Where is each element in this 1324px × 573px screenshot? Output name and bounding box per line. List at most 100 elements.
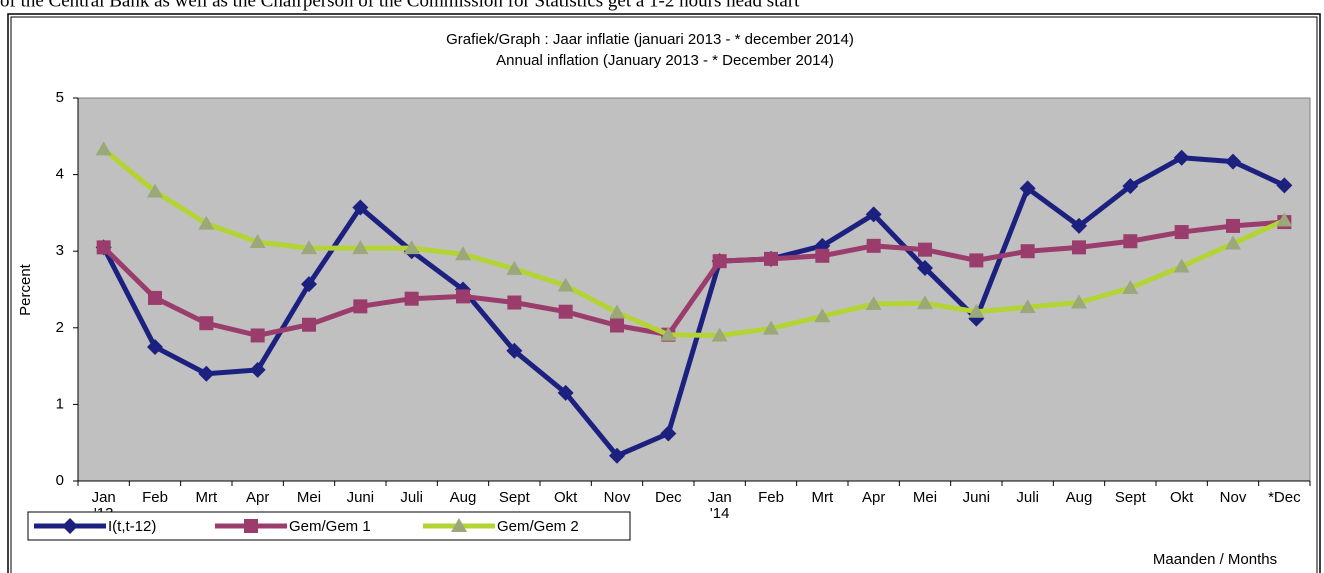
- x-tick-label: Apr: [246, 489, 269, 506]
- data-point: [917, 260, 933, 277]
- x-tick-label: Mei: [913, 489, 937, 506]
- x-tick-label: Juni: [347, 489, 375, 506]
- data-point: [456, 289, 470, 304]
- series-line: [101, 155, 1286, 459]
- x-tick-label: *Dec: [1268, 489, 1301, 506]
- data-point: [1123, 234, 1138, 249]
- data-point: [250, 328, 265, 343]
- data-point: [1226, 218, 1240, 233]
- x-tick-label: Feb: [758, 489, 784, 506]
- data-point: [557, 277, 574, 292]
- x-tick-label: Aug: [450, 489, 477, 506]
- data-point: [198, 215, 215, 230]
- legend-label: Gem/Gem 1: [289, 518, 371, 535]
- data-point: [1276, 212, 1293, 227]
- x-tick-label: Aug: [1066, 489, 1093, 506]
- y-tick-label: 5: [56, 89, 64, 106]
- data-point: [198, 365, 215, 382]
- data-point: [1019, 299, 1036, 314]
- y-tick-label: 4: [56, 166, 64, 183]
- data-point: [764, 251, 778, 266]
- data-point: [1225, 153, 1241, 170]
- data-point: [352, 199, 369, 216]
- data-point: [455, 246, 471, 261]
- data-point: [866, 238, 881, 253]
- legend-label: I(t,t-12): [108, 518, 156, 535]
- y-tick-label: 1: [56, 395, 64, 412]
- data-point: [712, 254, 727, 269]
- data-point: [352, 240, 369, 255]
- x-tick-label: Okt: [554, 489, 578, 506]
- data-point: [610, 318, 624, 333]
- caption: of the Central Bank as well as the Chair…: [0, 0, 800, 11]
- x-tick-label: Mrt: [811, 489, 833, 506]
- series-line: [101, 219, 1285, 338]
- x-tick-label: Feb: [142, 489, 168, 506]
- data-point: [147, 183, 163, 198]
- data-point: [865, 296, 882, 311]
- data-point: [1122, 279, 1139, 294]
- data-point: [865, 206, 882, 223]
- x-tick-label: Mrt: [195, 489, 217, 506]
- data-point: [507, 295, 522, 310]
- data-point: [1020, 244, 1035, 259]
- data-point: [969, 253, 984, 268]
- chart-subtitle: Annual inflation (January 2013 - * Decem…: [496, 52, 834, 69]
- legend: [27, 511, 631, 541]
- data-point: [1174, 225, 1189, 240]
- x-tick-label: Sept: [499, 489, 531, 506]
- data-point: [1122, 178, 1139, 195]
- data-point: [353, 299, 368, 314]
- legend-marker: [451, 518, 467, 532]
- data-point: [1276, 177, 1293, 194]
- data-point: [403, 240, 420, 255]
- series-line: [102, 147, 1286, 338]
- frame-inner: [10, 16, 1318, 573]
- data-point: [249, 234, 266, 249]
- x-tick-label: Sept: [1115, 489, 1147, 506]
- data-point: [1071, 294, 1087, 309]
- x-tick-label: Jan '14: [708, 489, 732, 522]
- data-point: [1173, 149, 1190, 166]
- data-point: [95, 141, 112, 156]
- data-point: [506, 342, 523, 359]
- data-point: [609, 447, 625, 464]
- data-point: [557, 384, 574, 401]
- x-tick-label: Juli: [1016, 489, 1039, 506]
- y-axis-label: Percent: [17, 263, 34, 316]
- data-point: [96, 240, 111, 255]
- data-point: [404, 291, 419, 306]
- data-point: [660, 326, 677, 341]
- data-point: [199, 316, 214, 331]
- legend-marker: [62, 518, 78, 534]
- data-point: [763, 320, 779, 335]
- y-tick-label: 3: [56, 242, 64, 259]
- data-point: [301, 276, 317, 293]
- data-point: [815, 248, 830, 263]
- data-point: [147, 338, 163, 355]
- x-axis-label: Maanden / Months: [1153, 551, 1277, 568]
- data-point: [660, 425, 677, 442]
- legend-marker: [244, 519, 258, 533]
- y-tick-label: 2: [56, 319, 64, 336]
- frame: [7, 13, 1321, 573]
- x-tick-label: Apr: [862, 489, 885, 506]
- x-tick-label: Dec: [655, 489, 682, 506]
- x-tick-label: Okt: [1170, 489, 1194, 506]
- data-point: [968, 303, 985, 318]
- data-point: [301, 240, 317, 255]
- x-tick-label: Nov: [604, 489, 631, 506]
- data-point: [1071, 217, 1087, 234]
- x-tick-label: Mei: [297, 489, 321, 506]
- x-tick-label: Nov: [1220, 489, 1247, 506]
- legend-label: Gem/Gem 2: [497, 518, 579, 535]
- x-tick-label: Juni: [963, 489, 991, 506]
- data-point: [302, 317, 316, 332]
- x-tick-label: Juli: [400, 489, 423, 506]
- data-point: [148, 290, 162, 305]
- data-point: [1173, 258, 1190, 273]
- y-tick-label: 0: [56, 472, 64, 489]
- data-point: [249, 361, 266, 378]
